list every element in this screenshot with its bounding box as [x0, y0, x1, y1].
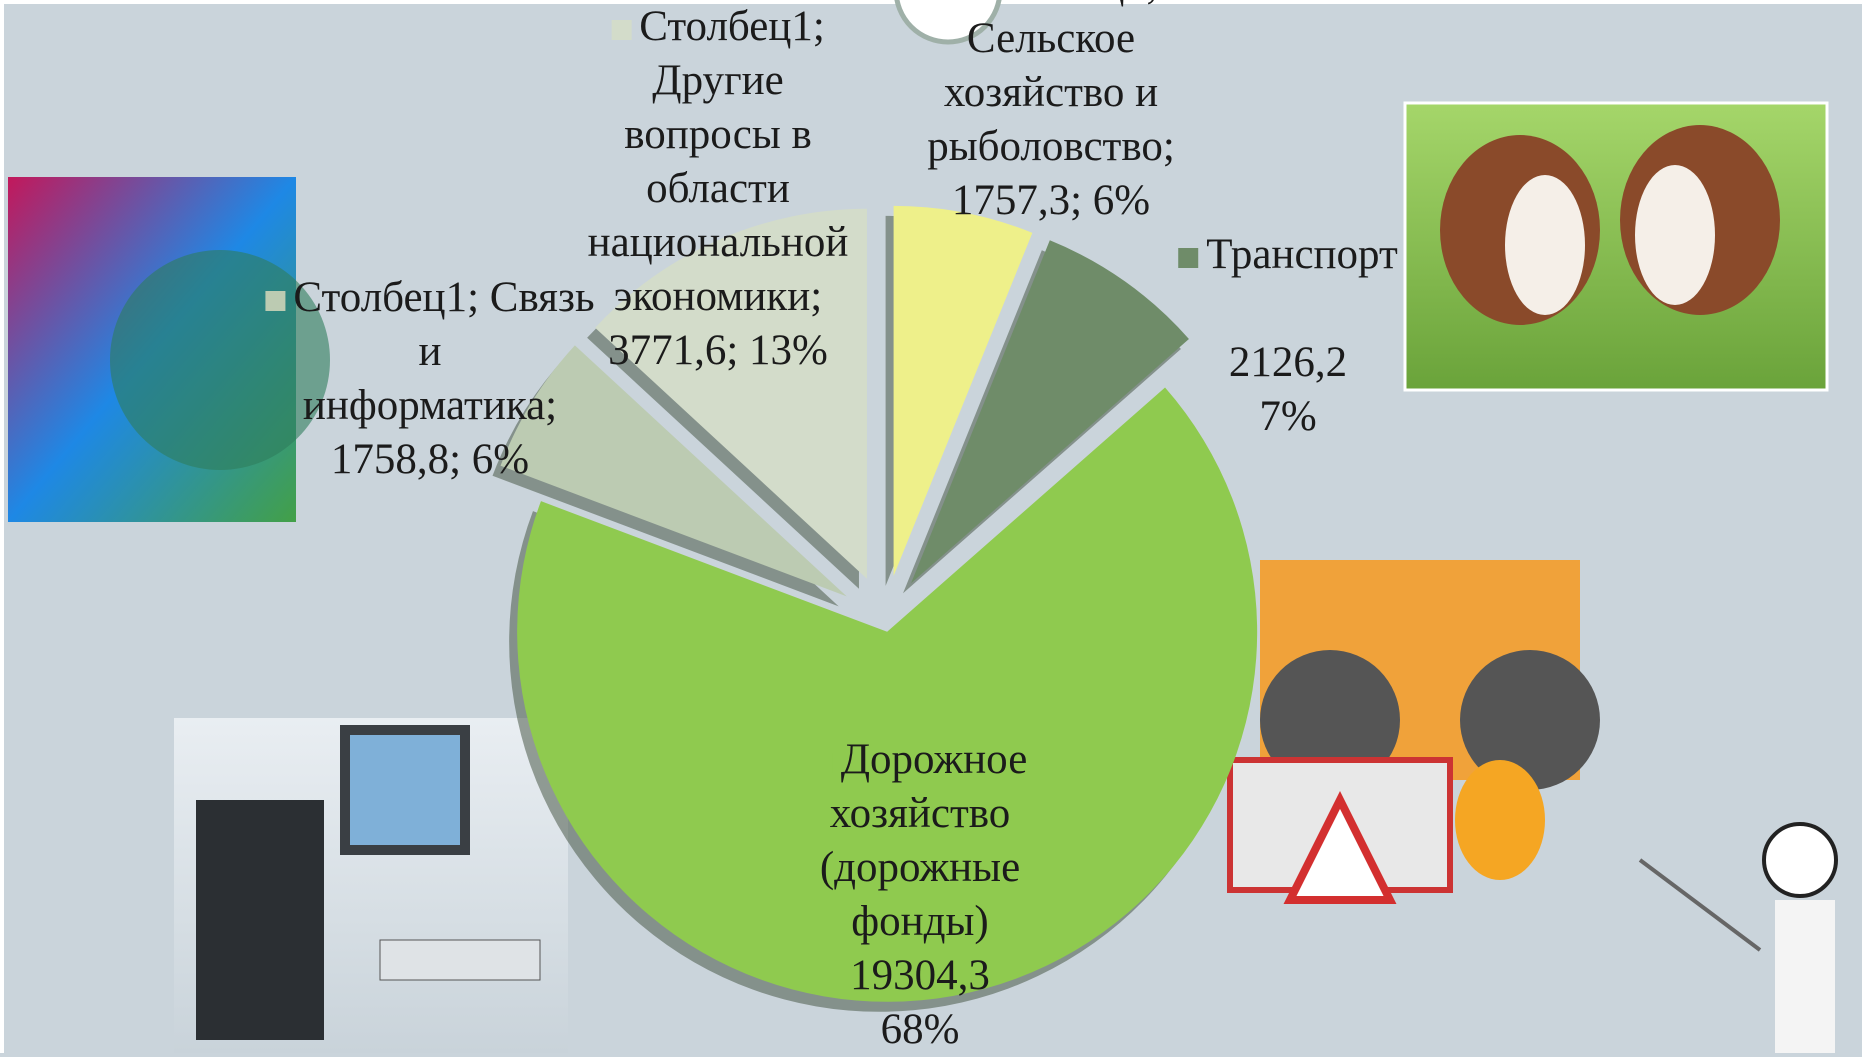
- data-label: Столбец1; Связь и информатика; 1758,8; 6…: [265, 271, 594, 487]
- data-label: Транспорт 2126,2 7%: [1178, 228, 1398, 444]
- figure-head: [1764, 824, 1836, 896]
- legend-marker: [1178, 248, 1198, 268]
- legend-marker: [813, 753, 833, 773]
- left-border: [0, 0, 4, 1053]
- legend-marker: [265, 291, 285, 311]
- data-label: Дорожное хозяйство (дорожные фонды) 1930…: [813, 733, 1028, 1057]
- data-label-text: Столбец1; Связь и информатика; 1758,8; 6…: [293, 274, 594, 483]
- cow-face: [1635, 165, 1715, 305]
- data-label: Столбец1; Другие вопросы в области нацио…: [588, 0, 849, 378]
- pointer: [1640, 860, 1760, 950]
- data-label-text: Дорожное хозяйство (дорожные фонды) 1930…: [820, 736, 1027, 1053]
- figure-body: [1775, 900, 1835, 1053]
- data-label-text: Транспорт 2126,2 7%: [1206, 231, 1398, 440]
- screen: [350, 735, 460, 845]
- pc-tower: [196, 800, 324, 1040]
- data-label-text: Столбец1; Сельское хозяйство и рыболовст…: [927, 0, 1175, 224]
- slide: Столбец1; Сельское хозяйство и рыболовст…: [0, 0, 1862, 1053]
- keyboard: [380, 940, 540, 980]
- legend-marker: [611, 20, 631, 40]
- data-label: Столбец1; Сельское хозяйство и рыболовст…: [927, 0, 1175, 228]
- cow-face: [1505, 175, 1585, 315]
- data-label-text: Столбец1; Другие вопросы в области нацио…: [588, 3, 849, 374]
- beacon: [1455, 760, 1545, 880]
